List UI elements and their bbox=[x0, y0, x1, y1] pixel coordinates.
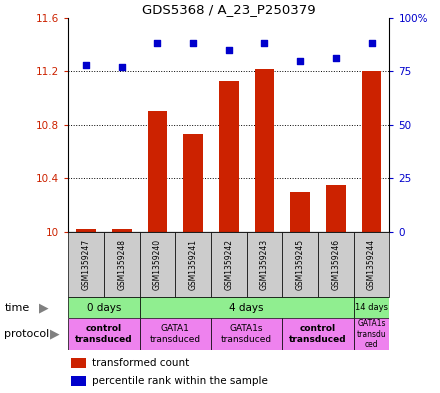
Text: control
transduced: control transduced bbox=[289, 324, 347, 344]
Point bbox=[83, 62, 90, 68]
Text: GSM1359247: GSM1359247 bbox=[81, 239, 91, 290]
FancyBboxPatch shape bbox=[68, 232, 104, 297]
Text: protocol: protocol bbox=[4, 329, 50, 339]
Bar bbox=[71, 358, 86, 368]
Text: transformed count: transformed count bbox=[92, 358, 190, 368]
Bar bbox=[112, 229, 132, 232]
FancyBboxPatch shape bbox=[139, 297, 354, 318]
Bar bbox=[290, 192, 310, 232]
FancyBboxPatch shape bbox=[68, 297, 139, 318]
FancyBboxPatch shape bbox=[68, 318, 139, 350]
FancyBboxPatch shape bbox=[282, 318, 354, 350]
Text: ▶: ▶ bbox=[39, 301, 49, 314]
Text: GSM1359245: GSM1359245 bbox=[296, 239, 304, 290]
Point bbox=[190, 40, 197, 46]
Bar bbox=[183, 134, 203, 232]
Text: GSM1359244: GSM1359244 bbox=[367, 239, 376, 290]
FancyBboxPatch shape bbox=[354, 297, 389, 318]
Text: GSM1359242: GSM1359242 bbox=[224, 239, 233, 290]
FancyBboxPatch shape bbox=[282, 232, 318, 297]
Text: percentile rank within the sample: percentile rank within the sample bbox=[92, 376, 268, 386]
Bar bbox=[219, 81, 238, 232]
FancyBboxPatch shape bbox=[318, 232, 354, 297]
Text: GATA1s
transdu
ced: GATA1s transdu ced bbox=[357, 319, 386, 349]
FancyBboxPatch shape bbox=[247, 232, 282, 297]
Point bbox=[118, 64, 125, 70]
Bar bbox=[76, 229, 96, 232]
Bar bbox=[255, 68, 274, 232]
Point bbox=[332, 55, 339, 62]
Text: GSM1359243: GSM1359243 bbox=[260, 239, 269, 290]
Bar bbox=[71, 376, 86, 386]
FancyBboxPatch shape bbox=[139, 318, 211, 350]
Text: GSM1359246: GSM1359246 bbox=[331, 239, 341, 290]
Text: GATA1s
transduced: GATA1s transduced bbox=[221, 324, 272, 344]
Text: GSM1359241: GSM1359241 bbox=[189, 239, 198, 290]
Point bbox=[261, 40, 268, 46]
FancyBboxPatch shape bbox=[354, 318, 389, 350]
FancyBboxPatch shape bbox=[354, 232, 389, 297]
Point bbox=[154, 40, 161, 46]
Point bbox=[368, 40, 375, 46]
Point bbox=[297, 57, 304, 64]
Bar bbox=[326, 185, 346, 232]
FancyBboxPatch shape bbox=[139, 232, 175, 297]
Text: GATA1
transduced: GATA1 transduced bbox=[150, 324, 201, 344]
Text: 14 days: 14 days bbox=[355, 303, 388, 312]
FancyBboxPatch shape bbox=[211, 232, 247, 297]
Bar bbox=[147, 111, 167, 232]
FancyBboxPatch shape bbox=[104, 232, 139, 297]
Text: 4 days: 4 days bbox=[229, 303, 264, 312]
Point bbox=[225, 47, 232, 53]
Title: GDS5368 / A_23_P250379: GDS5368 / A_23_P250379 bbox=[142, 4, 315, 17]
Text: GSM1359240: GSM1359240 bbox=[153, 239, 162, 290]
Text: control
transduced: control transduced bbox=[75, 324, 133, 344]
Text: 0 days: 0 days bbox=[87, 303, 121, 312]
Text: GSM1359248: GSM1359248 bbox=[117, 239, 126, 290]
FancyBboxPatch shape bbox=[175, 232, 211, 297]
FancyBboxPatch shape bbox=[211, 318, 282, 350]
Text: ▶: ▶ bbox=[50, 327, 60, 341]
Text: time: time bbox=[4, 303, 29, 312]
Bar bbox=[362, 71, 381, 232]
